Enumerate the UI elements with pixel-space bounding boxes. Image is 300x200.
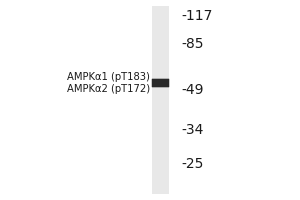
Bar xyxy=(152,6,169,194)
Text: AMPKα2 (pT172): AMPKα2 (pT172) xyxy=(67,84,150,94)
FancyBboxPatch shape xyxy=(152,79,169,87)
Text: -117: -117 xyxy=(182,9,213,23)
Text: -85: -85 xyxy=(182,37,204,51)
Text: -49: -49 xyxy=(182,83,204,97)
Text: -34: -34 xyxy=(182,123,204,137)
Text: -25: -25 xyxy=(182,157,204,171)
Text: AMPKα1 (pT183): AMPKα1 (pT183) xyxy=(67,72,150,82)
